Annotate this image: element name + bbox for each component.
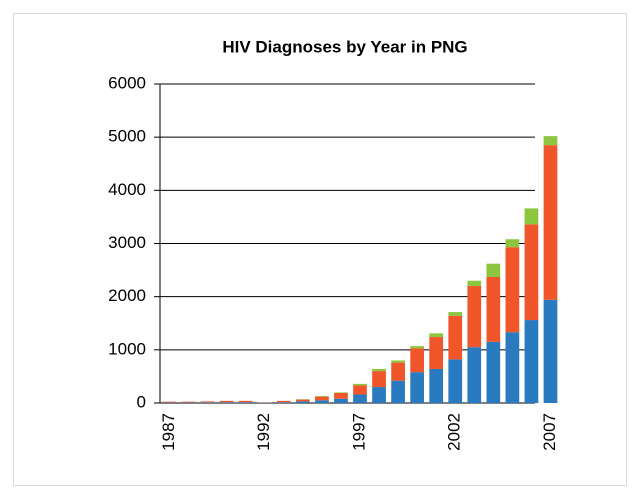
bar-segment — [525, 224, 539, 320]
bar-segment — [315, 396, 329, 397]
bar-segment — [525, 208, 539, 224]
bar-segment — [544, 136, 558, 145]
x-tick-label: 1997 — [349, 413, 368, 451]
bar-segment — [467, 281, 481, 286]
bar-segment — [486, 264, 500, 277]
y-tick-label: 6000 — [108, 73, 146, 92]
bar-segment — [220, 401, 234, 402]
bar-segment — [391, 360, 405, 362]
bar-segment — [296, 400, 310, 402]
bar-segment — [429, 333, 443, 337]
bar-segment — [163, 402, 177, 403]
bar-segment — [486, 342, 500, 403]
y-tick-label: 2000 — [108, 286, 146, 305]
y-tick-label: 0 — [137, 392, 146, 411]
bar-segment — [429, 369, 443, 403]
bar-segment — [544, 145, 558, 300]
x-tick-label: 1992 — [254, 413, 273, 451]
bar-segment — [277, 402, 291, 403]
bar-segment — [506, 239, 520, 247]
bar-segment — [429, 337, 443, 369]
bar-segment — [467, 286, 481, 347]
bar-segment — [315, 400, 329, 403]
bar-segment — [467, 347, 481, 403]
bar-segment — [334, 399, 348, 403]
bar-segment — [448, 359, 462, 403]
bar-segment — [239, 401, 253, 402]
bar-segment — [410, 346, 424, 348]
bar-segment — [239, 402, 253, 403]
bar-segment — [296, 401, 310, 403]
bar-segment — [277, 401, 291, 402]
bar-segment — [201, 401, 215, 402]
chart-title: HIV Diagnoses by Year in PNG — [222, 37, 467, 56]
x-tick-label: 2002 — [445, 413, 464, 451]
bar-segment — [372, 369, 386, 371]
bar-segment — [372, 371, 386, 387]
bar-segment — [182, 402, 196, 403]
bar-segment — [334, 392, 348, 393]
y-tick-label: 1000 — [108, 339, 146, 358]
bar-segment — [448, 316, 462, 360]
bar-segment — [391, 381, 405, 403]
bar-segment — [506, 332, 520, 403]
bar-segment — [201, 402, 215, 403]
x-tick-label: 1987 — [159, 413, 178, 451]
bar-segment — [163, 402, 177, 403]
y-tick-label: 3000 — [108, 233, 146, 252]
bar-segment — [353, 384, 367, 386]
bar-segment — [372, 387, 386, 403]
bar-segment — [315, 397, 329, 401]
bar-segment — [334, 393, 348, 399]
y-tick-label: 4000 — [108, 180, 146, 199]
bar-segment — [506, 247, 520, 332]
bar-segment — [544, 300, 558, 403]
bar-segment — [486, 277, 500, 342]
bar-segment — [220, 402, 234, 403]
bar-segment — [353, 394, 367, 403]
bar-segment — [525, 320, 539, 403]
bar-segment — [410, 348, 424, 372]
y-tick-label: 5000 — [108, 127, 146, 146]
bar-segment — [410, 372, 424, 403]
bar-segment — [448, 312, 462, 316]
x-tick-label: 2007 — [540, 413, 559, 451]
bar-segment — [353, 385, 367, 394]
bar-segment — [391, 363, 405, 381]
bar-segment — [182, 402, 196, 403]
